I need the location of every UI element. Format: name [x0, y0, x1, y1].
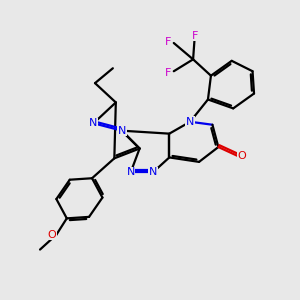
Text: F: F: [165, 37, 172, 46]
Text: N: N: [89, 118, 98, 128]
Text: O: O: [238, 151, 247, 161]
Text: F: F: [191, 31, 198, 40]
Text: O: O: [47, 230, 56, 240]
Text: N: N: [186, 117, 194, 127]
Text: N: N: [149, 167, 157, 177]
Text: N: N: [127, 167, 135, 177]
Text: F: F: [165, 68, 172, 78]
Text: N: N: [118, 126, 126, 136]
